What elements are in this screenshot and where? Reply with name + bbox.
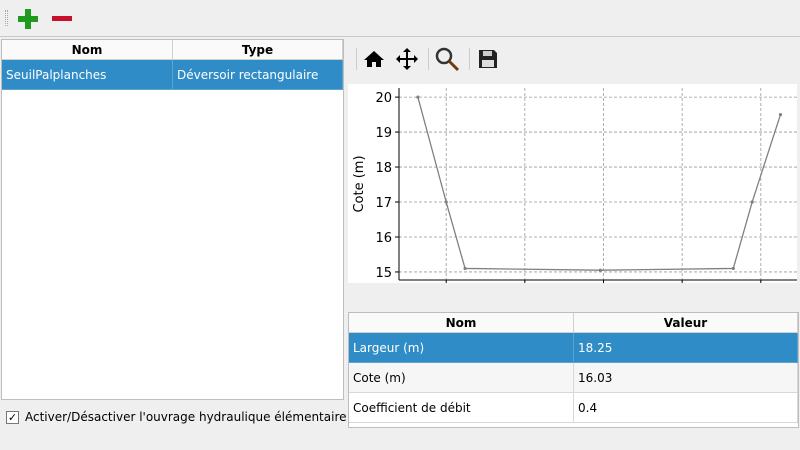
data-point (778, 112, 783, 117)
table-row[interactable]: Largeur (m) 18.25 (349, 333, 798, 363)
chart-svg: 05101520151617181920Cote (m) (352, 88, 797, 302)
y-tick-label: 20 (375, 91, 392, 106)
data-point (463, 266, 467, 271)
cell-valeur[interactable]: 0.4 (574, 393, 798, 423)
data-point (444, 200, 448, 204)
cell-nom[interactable]: Largeur (m) (349, 333, 574, 363)
cell-valeur[interactable]: 16.03 (574, 363, 798, 393)
y-axis-label: Cote (m) (352, 155, 367, 212)
table-row[interactable]: Cote (m) 16.03 (349, 363, 798, 393)
plot-toolbar (348, 40, 800, 78)
table-row[interactable]: Coefficient de débit 0.4 (349, 393, 798, 423)
data-point (598, 268, 602, 272)
plus-icon (18, 9, 38, 29)
data-point (731, 266, 735, 271)
y-tick-label: 15 (375, 266, 392, 281)
cell-nom[interactable]: SeuilPalplanches (2, 60, 173, 90)
parameters-table: Nom Valeur Largeur (m) 18.25 Cote (m) 16… (348, 312, 799, 428)
y-tick-label: 16 (375, 231, 392, 246)
main-toolbar (0, 0, 800, 37)
data-point (416, 95, 420, 99)
cell-type[interactable]: Déversoir rectangulaire (173, 60, 343, 90)
remove-button[interactable] (51, 8, 73, 28)
data-point (750, 200, 754, 204)
y-tick-label: 17 (375, 196, 392, 211)
cell-nom[interactable]: Cote (m) (349, 363, 574, 393)
column-header-nom[interactable]: Nom (2, 40, 173, 59)
column-header-type[interactable]: Type (173, 40, 343, 59)
structures-table: Nom Type SeuilPalplanches Déversoir rect… (1, 39, 344, 400)
zoom-button[interactable] (434, 46, 460, 72)
column-header-nom[interactable]: Nom (349, 313, 574, 332)
toolbar-grip[interactable] (5, 10, 8, 26)
enable-structure-checkbox[interactable]: ✓ Activer/Désactiver l'ouvrage hydrauliq… (6, 410, 347, 424)
save-button[interactable] (475, 46, 501, 72)
home-button[interactable] (361, 46, 387, 72)
add-button[interactable] (17, 8, 39, 29)
column-header-valeur[interactable]: Valeur (574, 313, 798, 332)
checkbox-label: Activer/Désactiver l'ouvrage hydraulique… (25, 410, 347, 424)
profile-chart: 05101520151617181920Cote (m) (348, 84, 797, 302)
home-icon (364, 51, 384, 67)
table-header: Nom Valeur (349, 313, 798, 333)
profile-line (417, 96, 782, 271)
save-icon (479, 50, 497, 68)
y-tick-label: 18 (375, 161, 392, 176)
minus-icon (52, 16, 72, 21)
zoom-icon (435, 47, 460, 72)
cell-nom[interactable]: Coefficient de débit (349, 393, 574, 423)
cell-valeur[interactable]: 18.25 (574, 333, 798, 363)
pan-icon (396, 48, 418, 70)
pan-button[interactable] (394, 46, 420, 72)
checkbox-check-icon[interactable]: ✓ (6, 410, 19, 424)
table-row[interactable]: SeuilPalplanches Déversoir rectangulaire (2, 60, 343, 90)
table-header: Nom Type (2, 40, 343, 60)
y-tick-label: 19 (375, 126, 392, 141)
